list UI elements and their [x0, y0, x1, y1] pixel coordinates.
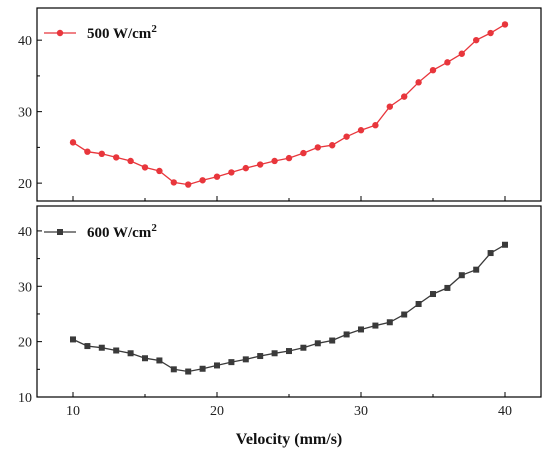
data-point: [271, 157, 278, 165]
data-point: [473, 36, 480, 44]
data-point: [329, 337, 336, 344]
legend-label-text: 600 W/cm: [87, 225, 152, 241]
data-point: [199, 177, 206, 184]
y-tick-label: 20: [18, 177, 32, 192]
data-point: [141, 164, 149, 171]
data-point: [401, 311, 408, 318]
data-point: [415, 300, 422, 307]
data-point: [213, 173, 221, 180]
data-point: [314, 340, 321, 347]
x-tick-label: 40: [498, 404, 512, 419]
x-tick-label: 20: [210, 404, 224, 419]
y-tick-label: 20: [18, 336, 32, 351]
legend-marker: [56, 29, 64, 37]
data-point: [458, 50, 465, 57]
data-point: [228, 359, 235, 366]
data-point: [487, 250, 494, 257]
data-point: [214, 362, 220, 369]
data-point: [300, 344, 307, 351]
data-point: [242, 356, 249, 363]
data-point: [98, 344, 105, 351]
data-point: [487, 29, 494, 37]
data-point: [84, 343, 91, 350]
data-point: [84, 148, 91, 155]
x-tick-label: 30: [354, 404, 368, 419]
data-point: [386, 319, 393, 326]
data-point: [401, 93, 408, 100]
data-point: [372, 122, 379, 129]
data-point: [343, 133, 350, 140]
data-point: [357, 127, 365, 134]
data-point: [156, 167, 163, 175]
data-point: [329, 142, 336, 149]
data-point: [228, 169, 235, 176]
y-tick-label: 40: [18, 225, 32, 240]
data-point: [142, 355, 148, 362]
data-point: [185, 181, 192, 188]
data-point: [257, 161, 264, 168]
data-point: [502, 241, 508, 248]
data-point: [199, 365, 206, 372]
y-tick-label: 10: [18, 391, 32, 406]
legend-label-superscript: 2: [151, 222, 157, 234]
data-point: [444, 59, 451, 66]
data-point: [127, 350, 134, 357]
data-point: [285, 154, 293, 162]
x-axis-label: Velocity (mm/s): [236, 431, 343, 448]
legend-marker: [57, 229, 63, 235]
data-point: [473, 266, 480, 273]
data-point: [242, 164, 249, 172]
data-point: [458, 272, 465, 279]
data-point: [257, 353, 264, 360]
data-point: [286, 348, 292, 355]
data-point: [300, 149, 307, 157]
legend-label: 600 W/cm2: [87, 222, 157, 241]
data-point: [415, 79, 422, 86]
data-point: [113, 154, 120, 161]
data-point: [358, 326, 364, 333]
data-point: [69, 139, 77, 146]
data-point: [430, 291, 436, 298]
y-tick-label: 30: [18, 280, 32, 295]
data-point: [156, 357, 163, 364]
data-point: [113, 347, 120, 354]
x-tick-label: 10: [66, 404, 80, 419]
data-point: [386, 103, 393, 110]
data-point: [170, 179, 177, 186]
data-point: [127, 157, 134, 165]
data-point: [501, 21, 509, 28]
data-point: [271, 350, 278, 357]
legend-label-text: 500 W/cm: [87, 26, 152, 42]
data-point: [170, 366, 177, 373]
data-point: [98, 150, 106, 158]
legend-label-superscript: 2: [151, 23, 157, 35]
y-tick-label: 30: [18, 106, 32, 121]
y-tick-label: 40: [18, 34, 32, 49]
legend-label: 500 W/cm2: [87, 23, 157, 42]
data-point: [343, 331, 350, 338]
data-point: [444, 284, 451, 291]
data-point: [70, 336, 76, 343]
data-point: [372, 322, 379, 329]
data-point: [429, 66, 437, 74]
data-point: [185, 368, 192, 375]
data-point: [314, 144, 321, 151]
